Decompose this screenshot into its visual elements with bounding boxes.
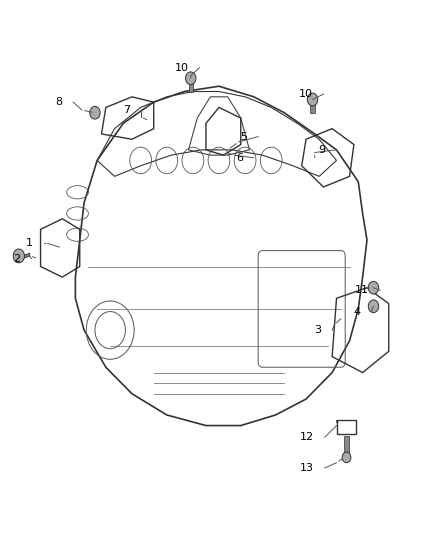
Text: 7: 7 (123, 105, 130, 115)
Polygon shape (19, 253, 30, 260)
Text: 4: 4 (353, 306, 360, 317)
Bar (311, 102, 315, 113)
Circle shape (307, 93, 318, 106)
Circle shape (342, 452, 351, 463)
Circle shape (90, 107, 100, 119)
Circle shape (368, 300, 379, 313)
Text: 13: 13 (300, 463, 314, 473)
Text: 9: 9 (318, 145, 325, 155)
Text: 6: 6 (236, 153, 243, 163)
Text: 11: 11 (355, 285, 369, 295)
Circle shape (368, 281, 379, 294)
Text: 1: 1 (26, 238, 33, 248)
Text: 2: 2 (14, 254, 21, 263)
Text: 3: 3 (314, 325, 321, 335)
Circle shape (13, 249, 25, 263)
Text: 10: 10 (174, 63, 188, 72)
Bar (188, 81, 193, 92)
Text: 5: 5 (240, 132, 247, 142)
Text: 12: 12 (300, 432, 314, 442)
Text: 10: 10 (299, 89, 313, 99)
Circle shape (185, 72, 196, 85)
Bar (344, 436, 349, 457)
Text: 8: 8 (55, 97, 62, 107)
